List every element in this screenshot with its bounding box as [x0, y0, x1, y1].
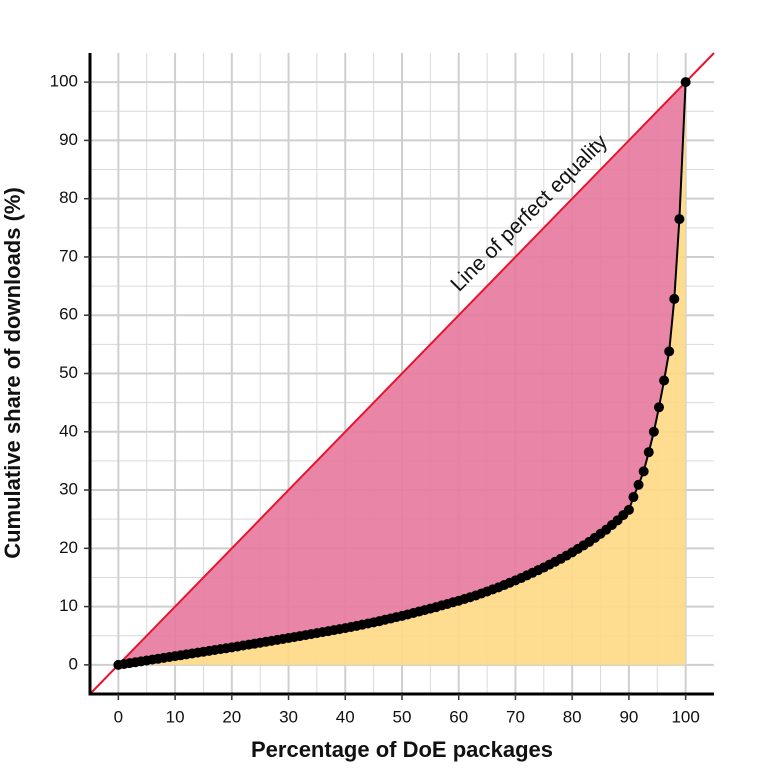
data-point — [669, 293, 680, 304]
y-tick-label: 10 — [59, 596, 78, 615]
y-axis-label: Cumulative share of downloads (%) — [0, 187, 25, 559]
data-point — [664, 346, 675, 357]
data-point — [653, 402, 664, 413]
y-tick-label: 70 — [59, 246, 78, 265]
x-tick-label: 50 — [393, 707, 412, 726]
x-tick-label: 80 — [563, 707, 582, 726]
x-tick-label: 10 — [166, 707, 185, 726]
data-point — [674, 214, 685, 225]
data-point — [680, 77, 691, 88]
data-point — [638, 466, 649, 477]
y-tick-label: 20 — [59, 538, 78, 557]
y-tick-label: 80 — [59, 188, 78, 207]
x-tick-label: 60 — [449, 707, 468, 726]
y-tick-label: 0 — [69, 654, 78, 673]
x-tick-label: 100 — [671, 707, 699, 726]
x-tick-label: 20 — [222, 707, 241, 726]
y-tick-label: 40 — [59, 421, 78, 440]
x-axis-label: Percentage of DoE packages — [251, 737, 553, 762]
x-tick-label: 40 — [336, 707, 355, 726]
y-tick-label: 100 — [50, 72, 78, 91]
y-tick-label: 50 — [59, 363, 78, 382]
data-point — [648, 426, 659, 437]
x-tick-label: 70 — [506, 707, 525, 726]
x-tick-label: 0 — [114, 707, 123, 726]
y-tick-label: 90 — [59, 130, 78, 149]
data-point — [633, 479, 644, 490]
x-tick-label: 30 — [279, 707, 298, 726]
data-point — [659, 375, 670, 386]
equality-line — [89, 52, 715, 695]
x-tick-label: 90 — [619, 707, 638, 726]
y-tick-label: 60 — [59, 305, 78, 324]
data-point — [643, 447, 654, 458]
data-point — [623, 504, 634, 515]
below-curve-area — [118, 82, 686, 665]
y-tick-label: 30 — [59, 480, 78, 499]
data-point — [628, 492, 639, 503]
